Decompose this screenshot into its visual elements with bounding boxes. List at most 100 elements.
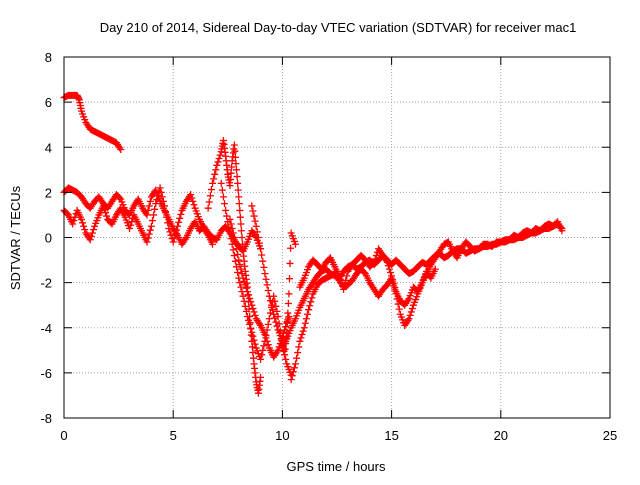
- data-point: [233, 173, 241, 181]
- data-point: [241, 302, 249, 310]
- data-point: [210, 175, 218, 183]
- series-track-c: [60, 184, 217, 248]
- data-point: [260, 263, 268, 271]
- data-point: [219, 193, 227, 201]
- data-point: [264, 341, 272, 349]
- data-point: [389, 276, 397, 284]
- data-point: [292, 240, 300, 248]
- data-point: [153, 196, 161, 204]
- data-point: [236, 279, 244, 287]
- data-point: [270, 310, 278, 318]
- data-point: [70, 217, 78, 225]
- data-point: [295, 343, 303, 351]
- y-tick-label: 2: [45, 185, 52, 200]
- data-point: [160, 202, 168, 210]
- data-point: [154, 192, 162, 200]
- data-point: [272, 302, 280, 310]
- data-point: [269, 306, 277, 314]
- y-tick-label: -8: [40, 411, 52, 426]
- data-point: [234, 268, 242, 276]
- data-point: [215, 155, 223, 163]
- data-point: [239, 274, 247, 282]
- data-point: [251, 311, 259, 319]
- data-point: [228, 240, 236, 248]
- data-point: [307, 298, 315, 306]
- x-tick-label: 25: [603, 428, 617, 443]
- data-point: [241, 281, 249, 289]
- data-point: [335, 272, 343, 280]
- data-point: [235, 193, 243, 201]
- y-tick-label: 4: [45, 140, 52, 155]
- data-point: [237, 265, 245, 273]
- data-point: [127, 221, 135, 229]
- data-point: [343, 272, 351, 280]
- data-point: [247, 298, 255, 306]
- data-point: [245, 291, 253, 299]
- data-point: [286, 259, 294, 267]
- data-point: [243, 312, 251, 320]
- data-point: [238, 270, 246, 278]
- data-point: [240, 297, 248, 305]
- data-point: [274, 346, 282, 354]
- data-point: [234, 179, 242, 187]
- data-point: [298, 331, 306, 339]
- data-point: [187, 191, 195, 199]
- data-point: [221, 200, 229, 208]
- data-point: [296, 337, 304, 345]
- data-point: [209, 240, 217, 248]
- data-points: [60, 91, 566, 397]
- data-point: [236, 206, 244, 214]
- data-point: [89, 226, 97, 234]
- data-point: [209, 179, 217, 187]
- data-point: [230, 234, 238, 241]
- x-tick-label: 15: [384, 428, 398, 443]
- data-point: [222, 206, 230, 214]
- data-point: [159, 197, 167, 205]
- data-point: [227, 169, 235, 177]
- data-point: [230, 141, 238, 149]
- data-point: [157, 188, 165, 196]
- data-point: [243, 288, 251, 296]
- data-point: [237, 283, 245, 291]
- data-point: [175, 218, 183, 226]
- data-point: [250, 212, 258, 220]
- data-point: [249, 207, 257, 215]
- series-track-g: [248, 202, 300, 359]
- data-point: [383, 258, 391, 266]
- data-point: [285, 290, 293, 298]
- data-point: [395, 305, 403, 313]
- data-point: [240, 277, 248, 285]
- data-point: [305, 306, 313, 314]
- data-point: [384, 262, 392, 270]
- data-point: [206, 192, 214, 200]
- data-point: [126, 224, 134, 232]
- data-point: [237, 227, 245, 235]
- y-axis-label: SDTVAR / TECUs: [8, 185, 23, 290]
- data-point: [231, 153, 239, 161]
- data-point: [248, 301, 256, 309]
- data-point: [287, 244, 295, 252]
- data-point: [150, 211, 158, 219]
- data-point: [216, 151, 224, 159]
- data-point: [257, 245, 265, 253]
- data-point: [103, 212, 111, 220]
- data-point: [162, 208, 170, 216]
- data-point: [235, 200, 243, 208]
- data-point: [257, 355, 265, 363]
- data-point: [283, 319, 291, 327]
- x-tick-label: 5: [170, 428, 177, 443]
- data-point: [265, 292, 273, 300]
- data-point: [271, 314, 279, 322]
- data-point: [257, 373, 265, 381]
- data-point: [145, 230, 153, 238]
- data-point: [145, 202, 153, 210]
- data-point: [248, 328, 256, 336]
- data-point: [80, 222, 88, 230]
- data-point: [169, 238, 177, 246]
- data-point: [263, 337, 271, 345]
- data-point: [250, 308, 258, 316]
- data-point: [171, 230, 179, 238]
- data-point: [144, 206, 152, 214]
- data-point: [254, 234, 262, 241]
